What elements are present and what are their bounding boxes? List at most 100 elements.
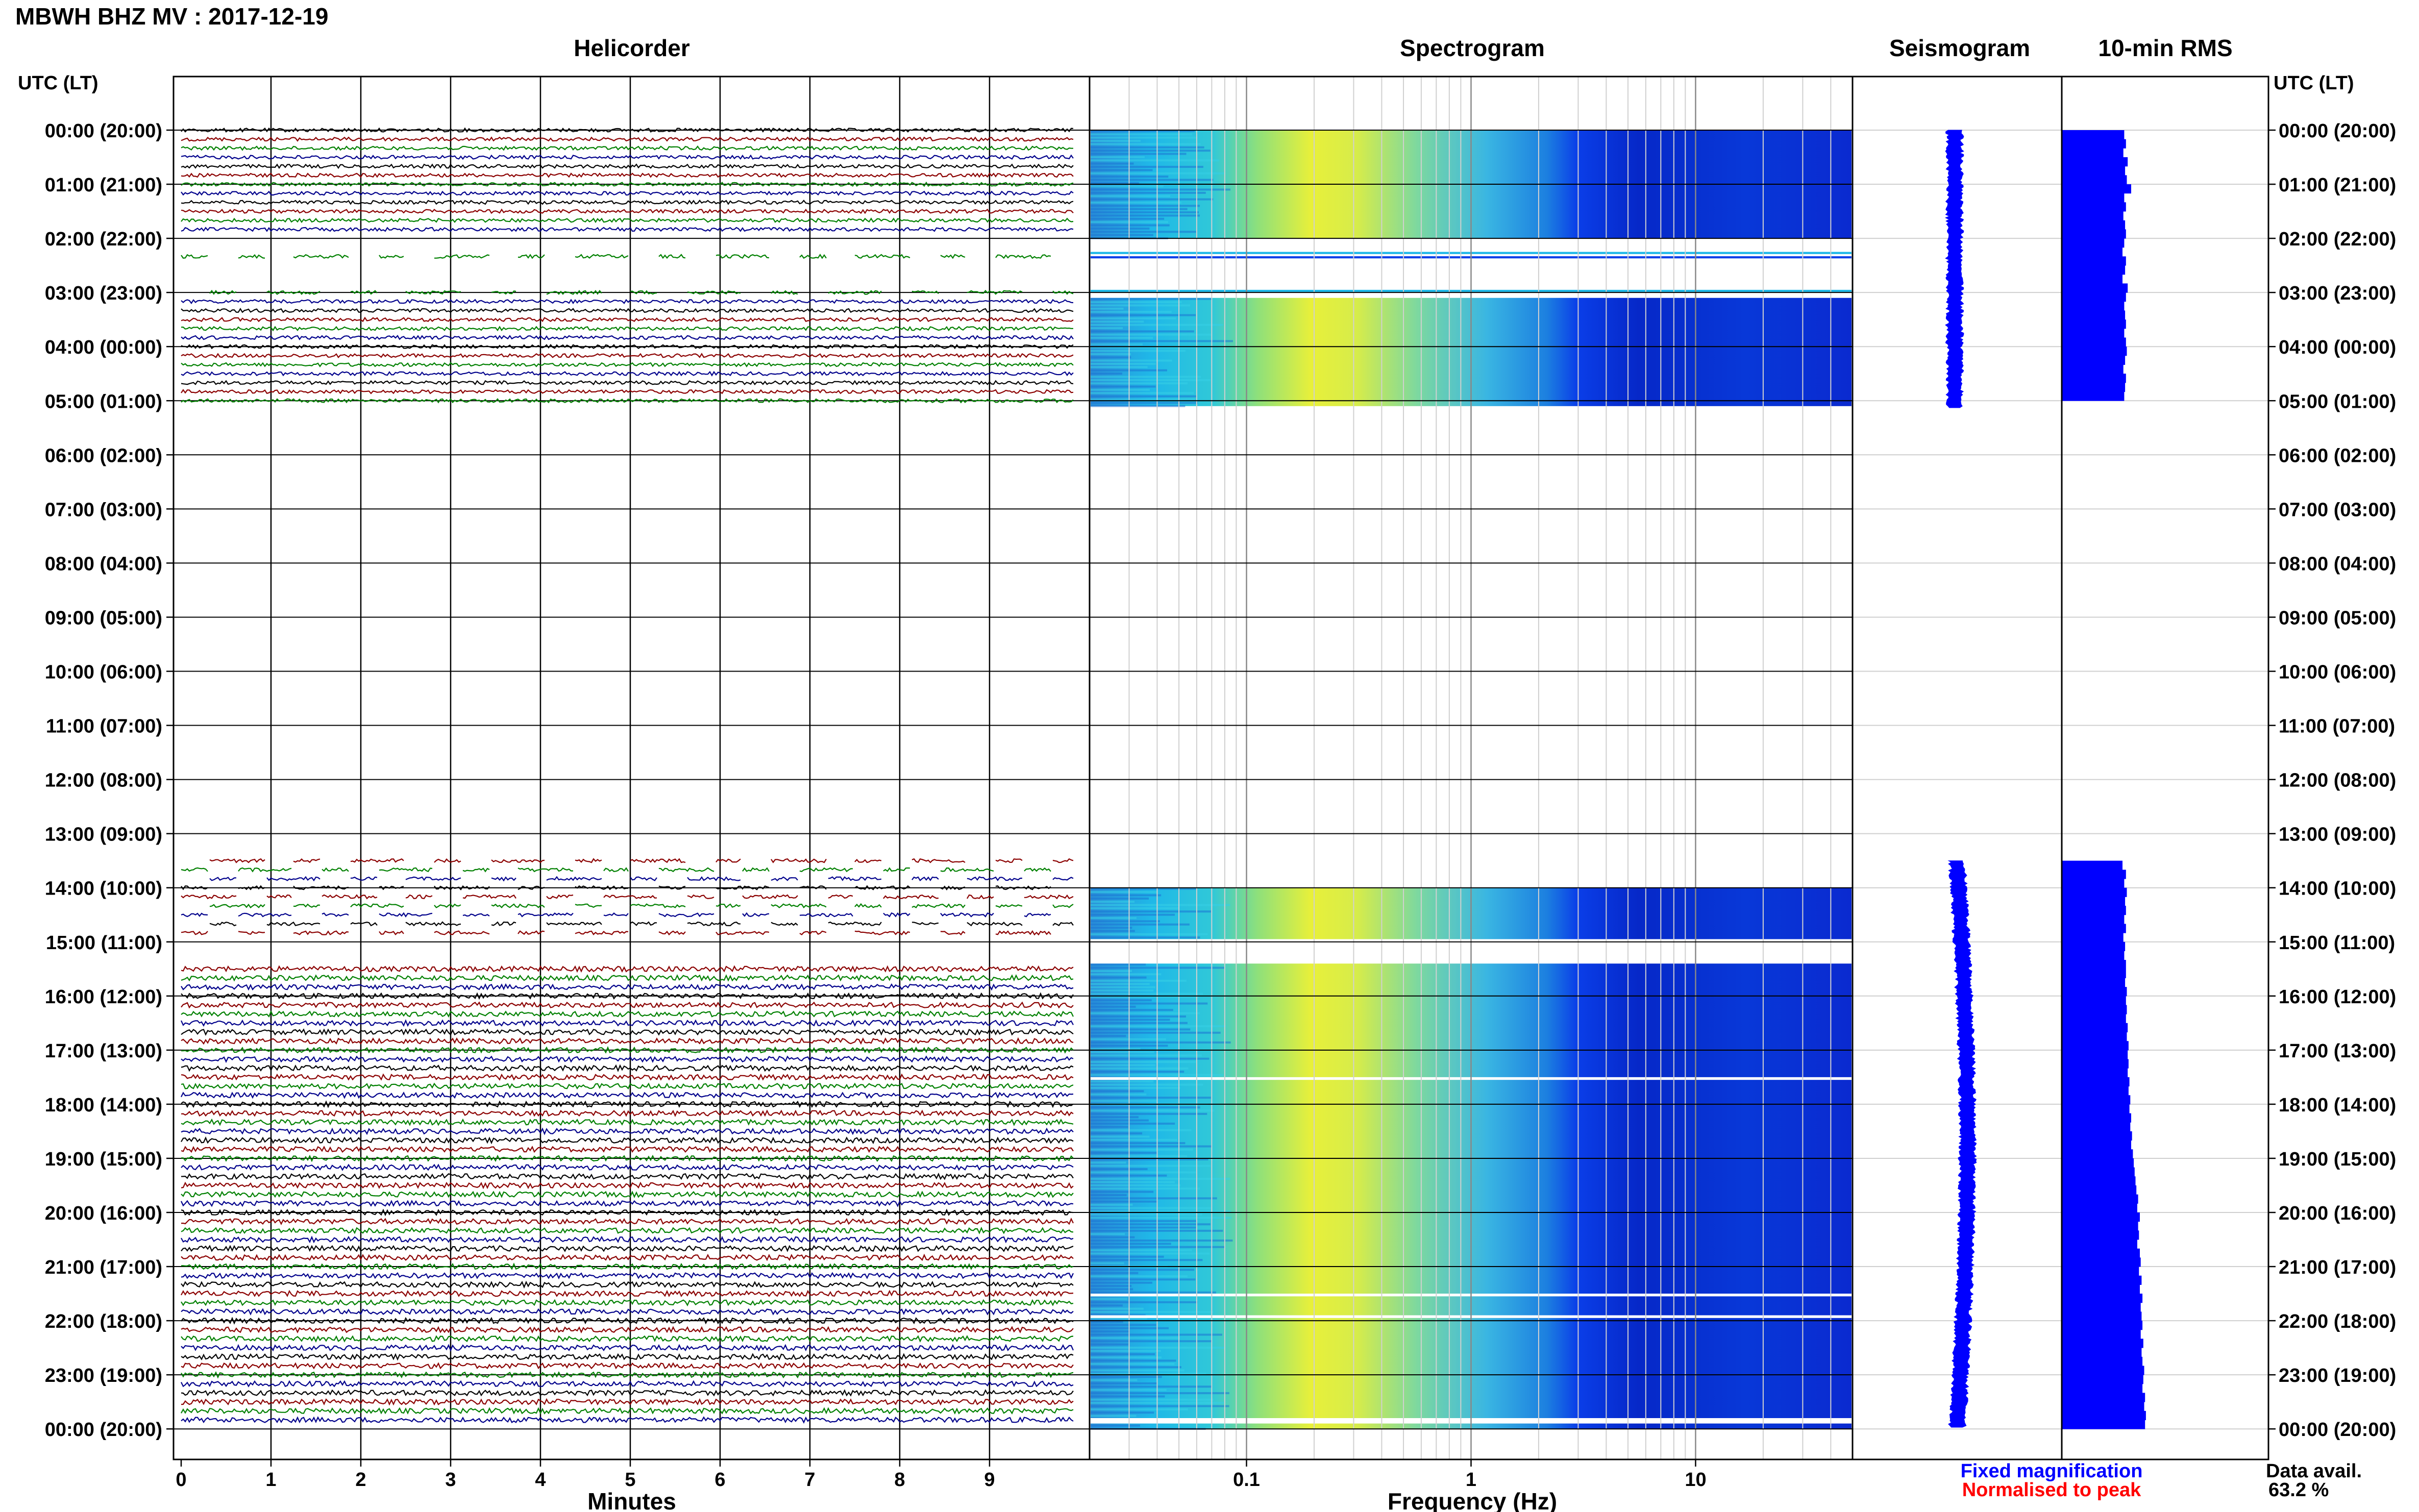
spectrogram-texture bbox=[1091, 388, 1150, 391]
spectrogram-texture bbox=[1091, 936, 1200, 939]
spectrogram-texture bbox=[1091, 1226, 1196, 1229]
spectrogram-texture bbox=[1091, 1353, 1155, 1355]
helicorder-trace bbox=[181, 992, 1074, 1000]
spectrogram-texture bbox=[1091, 327, 1123, 330]
helicorder-trace bbox=[181, 1118, 1074, 1126]
spectrogram-texture bbox=[1091, 1012, 1200, 1014]
helicorder-trace bbox=[181, 163, 1074, 169]
spectrogram-texture bbox=[1091, 214, 1200, 217]
rms-bar bbox=[2062, 157, 2128, 167]
rms-bar bbox=[2062, 996, 2126, 1005]
hour-label-right: 04:00 (00:00) bbox=[2279, 337, 2396, 358]
helicorder-trace bbox=[181, 1299, 1074, 1307]
spectrogram-texture bbox=[1091, 205, 1200, 207]
spectrogram-texture bbox=[1091, 140, 1141, 142]
spectrogram-texture bbox=[1091, 234, 1153, 236]
panel-frame bbox=[172, 76, 1091, 1460]
hour-label-left: 20:00 (16:00) bbox=[45, 1203, 162, 1224]
helicorder-trace bbox=[181, 1371, 1074, 1379]
spectrogram-texture bbox=[1091, 904, 1230, 906]
helicorder-trace bbox=[209, 289, 1074, 295]
rms-bar bbox=[2062, 1077, 2130, 1087]
rms-bar bbox=[2062, 906, 2126, 915]
helicorder-trace bbox=[181, 172, 1074, 178]
rms-bar bbox=[2062, 1339, 2143, 1348]
spectrogram-texture bbox=[1091, 927, 1132, 929]
spectrogram-texture bbox=[1091, 191, 1206, 194]
spectrogram-texture bbox=[1091, 1041, 1231, 1044]
data-avail-label: Data avail. bbox=[2266, 1460, 2362, 1482]
rms-bar bbox=[2062, 193, 2125, 203]
hour-label-right: 22:00 (18:00) bbox=[2279, 1311, 2396, 1332]
spectrogram-texture bbox=[1091, 1054, 1202, 1057]
spectrogram-texture bbox=[1091, 159, 1219, 162]
left-axis-header: UTC (LT) bbox=[18, 72, 98, 94]
hour-label-right: 18:00 (14:00) bbox=[2279, 1095, 2396, 1116]
spectrogram-texture bbox=[1091, 1252, 1210, 1255]
rms-bar bbox=[2062, 1420, 2145, 1429]
hour-label-right: 08:00 (04:00) bbox=[2279, 553, 2396, 575]
spectrogram-texture bbox=[1091, 1398, 1214, 1401]
spectrogram-texture bbox=[1091, 1097, 1211, 1099]
spectrogram-texture bbox=[1091, 363, 1156, 365]
hour-label-right: 14:00 (10:00) bbox=[2279, 878, 2396, 900]
spectrogram-texture bbox=[1091, 405, 1186, 407]
spectrogram-texture bbox=[1091, 231, 1196, 233]
spectrogram-texture bbox=[1091, 340, 1233, 342]
spectrogram-texture bbox=[1091, 1249, 1192, 1252]
spectrogram-texture bbox=[1091, 1220, 1197, 1222]
spectrogram-texture bbox=[1091, 165, 1203, 168]
rms-bar bbox=[2062, 1050, 2128, 1060]
spectrogram-texture bbox=[1091, 1262, 1124, 1265]
helicorder-title: Helicorder bbox=[574, 35, 690, 61]
helicorder-trace bbox=[181, 1019, 1074, 1027]
spectrogram-texture bbox=[1091, 1255, 1164, 1258]
helicorder-trace bbox=[181, 227, 1074, 232]
helicorder-trace bbox=[181, 1335, 1074, 1343]
spectrogram-texture bbox=[1091, 1379, 1138, 1381]
spectrogram-texture bbox=[1091, 1158, 1208, 1160]
rms-bar bbox=[2062, 1302, 2141, 1312]
minute-tick-label: 0 bbox=[176, 1469, 186, 1491]
spectrogram-texture bbox=[1091, 337, 1153, 339]
hour-label-left: 16:00 (12:00) bbox=[45, 986, 162, 1008]
helicorder-trace bbox=[181, 217, 1074, 224]
spectrogram-texture bbox=[1091, 379, 1211, 381]
seismogram-envelope bbox=[1944, 130, 1964, 408]
rms-bar bbox=[2062, 211, 2124, 221]
helicorder-trace bbox=[181, 181, 1074, 187]
spectrogram-texture bbox=[1091, 182, 1139, 184]
rms-bar bbox=[2062, 337, 2126, 347]
rms-bar bbox=[2062, 1257, 2141, 1267]
helicorder-trace bbox=[181, 1154, 1074, 1162]
spectrogram-texture bbox=[1091, 1015, 1186, 1018]
helicorder-trace bbox=[181, 1208, 1074, 1217]
helicorder-trace bbox=[181, 1389, 1074, 1397]
spectrogram-texture bbox=[1091, 1389, 1167, 1391]
rms-bar bbox=[2062, 960, 2126, 970]
rms-bar bbox=[2062, 933, 2124, 943]
rms-bar bbox=[2062, 897, 2126, 906]
rms-bar bbox=[2062, 1059, 2129, 1069]
helicorder-trace bbox=[181, 208, 1074, 214]
helicorder-trace bbox=[181, 1407, 1074, 1415]
helicorder-trace bbox=[181, 1037, 1074, 1045]
hour-labels: 00:00 (20:00) 00:00 (20:00) 01:00 (21:00) 0… bbox=[45, 120, 2397, 1441]
rms-bar bbox=[2062, 1194, 2138, 1204]
spectrogram-texture bbox=[1091, 1288, 1133, 1291]
helicorder-trace bbox=[181, 1010, 1074, 1018]
spectrogram-texture bbox=[1091, 1135, 1150, 1138]
spectrogram-texture bbox=[1091, 146, 1204, 148]
spectrogram-texture bbox=[1091, 198, 1214, 201]
spectrogram-texture bbox=[1091, 1171, 1197, 1174]
spectrogram-texture bbox=[1091, 224, 1170, 227]
spectrogram-texture bbox=[1091, 1064, 1156, 1067]
hour-label-right: 10:00 (06:00) bbox=[2279, 662, 2396, 683]
spectrogram-texture bbox=[1091, 1122, 1175, 1125]
spectrogram-texture bbox=[1091, 1369, 1184, 1372]
spectrogram-texture bbox=[1091, 307, 1124, 310]
helicorder-trace bbox=[209, 921, 1074, 927]
spectrogram-texture bbox=[1091, 933, 1208, 935]
rms-bar bbox=[2062, 1005, 2127, 1014]
